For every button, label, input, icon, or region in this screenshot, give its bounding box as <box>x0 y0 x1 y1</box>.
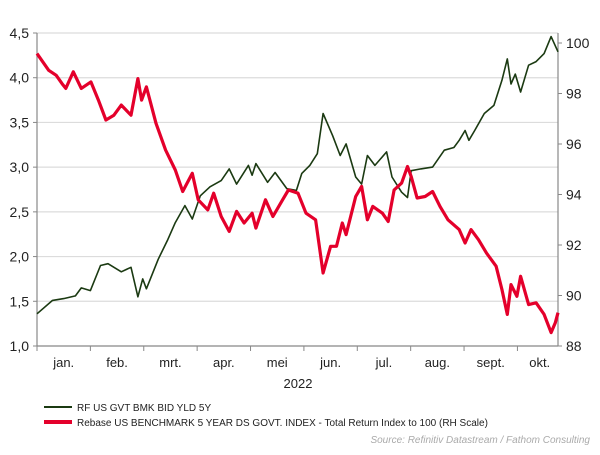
right-tick-label: 98 <box>566 86 582 102</box>
x-axis-label: 2022 <box>284 376 313 391</box>
legend-label-yield: RF US GVT BMK BID YLD 5Y <box>77 403 211 414</box>
x-tick-label: jun. <box>319 355 341 370</box>
right-tick-label: 90 <box>566 288 582 304</box>
left-tick-label: 4,0 <box>10 70 30 86</box>
right-tick-label: 96 <box>566 136 582 152</box>
x-tick-label: jan. <box>52 355 74 370</box>
legend: RF US GVT BMK BID YLD 5Y Rebase US BENCH… <box>44 403 488 429</box>
x-tick-label: aug. <box>425 355 450 370</box>
left-tick-label: 3,0 <box>10 159 30 175</box>
legend-label-index: Rebase US BENCHMARK 5 YEAR DS GOVT. INDE… <box>77 418 488 429</box>
x-tick-label: mrt. <box>159 355 181 370</box>
x-tick-label: okt. <box>529 355 550 370</box>
gridlines <box>37 32 558 302</box>
series-line-yield <box>36 35 559 315</box>
right-tick-label: 94 <box>566 187 582 203</box>
right-tick-label: 88 <box>566 338 582 354</box>
source-note: Source: Refinitiv Datastream / Fathom Co… <box>370 435 590 446</box>
left-tick-label: 4,5 <box>10 25 30 41</box>
x-tick-label: feb. <box>106 355 128 370</box>
right-tick-label: 92 <box>566 237 582 253</box>
left-tick-label: 1,5 <box>10 293 30 309</box>
x-tick-label: jul. <box>375 355 393 370</box>
series-lines <box>35 35 560 335</box>
left-tick-label: 3,5 <box>10 114 30 130</box>
x-tick-label: mei <box>267 355 288 370</box>
left-tick-label: 2,0 <box>10 249 30 265</box>
axes: 1,0 1,5 2,0 2,5 3,0 3,5 4,0 4,5 88 90 92 94 96 98 100 j… <box>10 25 590 370</box>
left-tick-label: 1,0 <box>10 338 30 354</box>
x-tick-label: sept. <box>477 355 505 370</box>
series-line-index <box>35 52 560 335</box>
left-tick-label: 2,5 <box>10 204 30 220</box>
x-tick-label: apr. <box>213 355 235 370</box>
right-tick-label: 100 <box>566 35 590 51</box>
